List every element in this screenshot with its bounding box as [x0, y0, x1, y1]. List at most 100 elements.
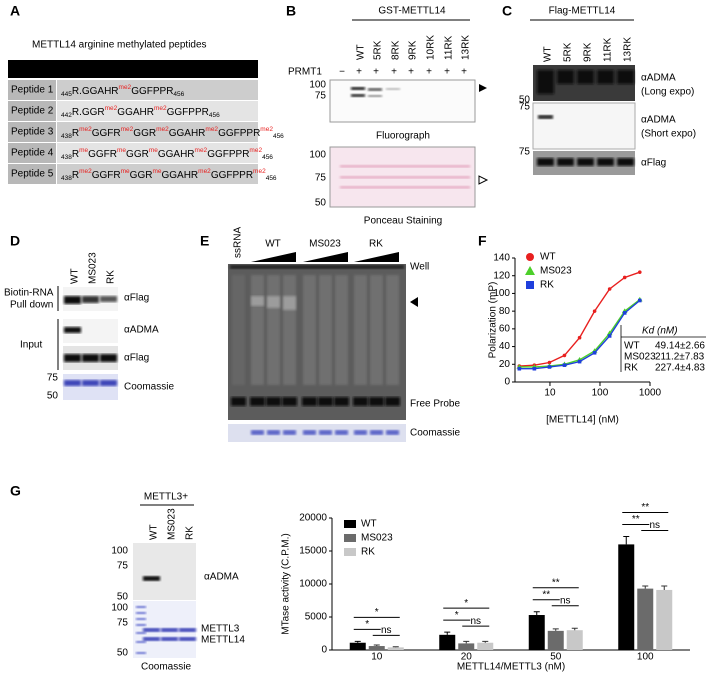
fit-curve — [519, 271, 641, 367]
band — [319, 430, 332, 435]
antibody: αADMA — [641, 115, 676, 126]
x-tick-label: 50 — [550, 652, 562, 663]
band — [136, 618, 146, 620]
point — [547, 365, 552, 369]
methylation: me — [117, 147, 126, 154]
band — [179, 637, 196, 641]
bar — [566, 630, 583, 650]
bar — [528, 615, 545, 650]
error-bar — [463, 640, 470, 644]
bar — [547, 630, 564, 650]
band — [303, 275, 316, 385]
sequence: 442R.GGRme2GGAHRme2GGFPPR456 — [61, 105, 220, 119]
lane-label: 11RK — [444, 35, 455, 60]
band — [100, 380, 117, 386]
residues: GGFPPR — [211, 170, 253, 181]
band — [283, 296, 296, 310]
band — [64, 296, 81, 304]
x-tick-label: 1000 — [639, 388, 662, 399]
methylation: me2 — [198, 168, 211, 175]
bar — [618, 544, 635, 650]
group-label: RK — [369, 239, 383, 250]
position: 438 — [61, 175, 72, 182]
residues: GGFPPR — [131, 86, 173, 97]
position: 456 — [209, 112, 220, 119]
band — [335, 275, 348, 385]
residues: GGFR — [88, 149, 117, 160]
mw-marker: 100 — [309, 80, 326, 91]
lane-label: WT — [70, 268, 81, 284]
band — [64, 327, 81, 333]
x-axis-title: METTL14/METTL3 (nM) — [457, 662, 565, 673]
band — [267, 296, 280, 308]
band — [340, 165, 470, 168]
legend-swatch — [344, 534, 356, 542]
error-bar — [373, 644, 380, 647]
band — [386, 430, 399, 435]
mw-marker: 50 — [117, 648, 129, 659]
residues: R.GGR — [72, 107, 105, 118]
sign: − — [339, 67, 345, 78]
methylation: me2 — [253, 168, 266, 175]
band — [136, 624, 146, 626]
residues: R.GGAHR — [72, 86, 119, 97]
band — [617, 70, 634, 84]
x-tick-label: 10 — [371, 652, 383, 663]
lane-label: ssRNA — [233, 227, 244, 258]
table-header: Sequence — [141, 64, 189, 75]
significance: ** — [542, 589, 550, 600]
panel-label: F — [478, 233, 487, 249]
y-tick-label: 0 — [504, 377, 510, 388]
significance: ** — [641, 502, 649, 513]
lane-label: WT — [149, 524, 160, 540]
caption: Ponceau Staining — [364, 216, 442, 227]
band — [230, 265, 404, 269]
error-bar — [392, 646, 399, 648]
band — [386, 88, 400, 90]
antibody: αADMA — [124, 325, 159, 336]
methylation: me2 — [260, 126, 273, 133]
band — [351, 87, 365, 90]
arrow — [479, 84, 487, 92]
residues: GGR — [130, 170, 153, 181]
band — [557, 70, 574, 84]
sign: + — [373, 67, 379, 78]
residues: GGR — [126, 149, 149, 160]
band — [251, 275, 264, 385]
band — [557, 158, 574, 166]
antibody: Coomassie — [124, 382, 174, 393]
band — [250, 397, 265, 406]
methylation: me2 — [119, 84, 132, 91]
group-label: MS023 — [309, 239, 341, 250]
antibody: αFlag — [124, 293, 149, 304]
well-label: Well — [410, 262, 429, 273]
band — [340, 176, 470, 179]
legend-marker — [526, 281, 534, 289]
band — [161, 637, 178, 641]
antibody: αADMA — [204, 572, 239, 583]
sign: + — [391, 67, 397, 78]
band — [143, 628, 160, 632]
residues: GGAHR — [158, 149, 195, 160]
stain-label: Coomassie — [141, 662, 191, 673]
lane-label: 10RK — [426, 35, 437, 60]
y-axis-title: Polarization (mP) — [488, 282, 499, 359]
methylation: me2 — [205, 126, 218, 133]
y-tick-label: 80 — [499, 306, 511, 317]
lane-label: 8RK — [391, 40, 402, 60]
panel-label: B — [286, 3, 296, 19]
row-name: Peptide 2 — [11, 106, 54, 117]
band — [340, 186, 470, 189]
mw-marker: 100 — [111, 546, 128, 557]
band — [100, 296, 117, 302]
lane-label: WT — [543, 46, 554, 62]
bar — [368, 646, 385, 650]
residues: GGFR — [92, 170, 121, 181]
legend-marker — [526, 253, 534, 261]
band — [318, 397, 333, 406]
wedge — [303, 252, 348, 262]
table-cell: WT — [624, 341, 640, 352]
lane-label: 13RK — [461, 35, 472, 60]
point — [607, 334, 612, 338]
